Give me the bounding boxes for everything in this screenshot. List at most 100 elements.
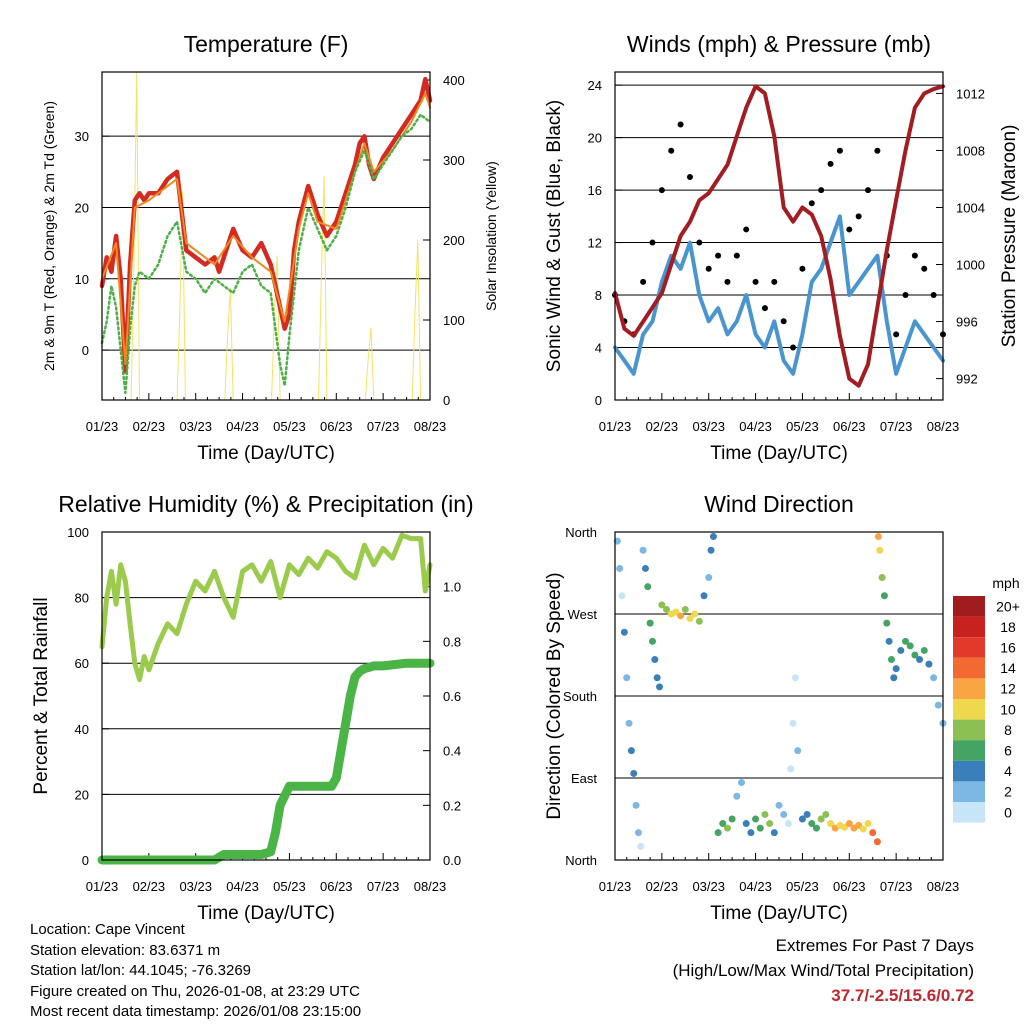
temperature-ytick-label: 10 <box>75 272 89 287</box>
winds-gust-point <box>818 187 825 194</box>
temperature-solar-insolation-line <box>101 71 431 401</box>
temperature-ytick-right-label: 0 <box>443 393 450 408</box>
humidity-ytick-right-label: 0.6 <box>443 689 461 704</box>
wind-direction-point <box>641 564 649 572</box>
winds-panel: Winds (mph) & Pressure (mb) Time (Day/UTC… <box>544 31 1020 464</box>
winds-ytick-right-label: 1004 <box>956 200 985 215</box>
wind_direction-frame <box>614 531 944 861</box>
wind-direction-point <box>623 674 631 682</box>
temperature-xtick-label: 08/23 <box>414 419 447 434</box>
legend-label: 20+ <box>996 598 1020 614</box>
wind-direction-point <box>658 601 666 609</box>
winds-gust-point <box>902 292 909 299</box>
humidity-ytick-right-label: 1.0 <box>443 580 461 595</box>
wind-direction-point <box>761 810 769 818</box>
temperature-ytick-right-label: 100 <box>443 313 465 328</box>
winds-gust-point <box>865 187 872 194</box>
winds-gust-point <box>799 265 806 272</box>
temperature-xlabel: Time (Day/UTC) <box>197 443 335 464</box>
wind-direction-point <box>789 719 797 727</box>
wind_direction-xtick-label: 05/23 <box>786 879 819 894</box>
legend-swatch <box>953 699 985 720</box>
winds-ytick-label: 20 <box>588 131 602 146</box>
wind-direction-point <box>812 824 820 832</box>
wind-direction-point <box>890 674 898 682</box>
winds-gust-point <box>752 278 759 285</box>
temperature-2m-t-line <box>99 76 433 374</box>
wind-direction-point <box>723 824 731 832</box>
extremes-box: Extremes For Past 7 Days (High/Low/Max W… <box>673 933 974 1008</box>
wind-direction-point <box>892 665 900 673</box>
wind-direction-point <box>845 820 853 828</box>
temperature-xtick-label: 04/23 <box>226 419 259 434</box>
station-info: Location: Cape Vincent Station elevation… <box>30 920 361 1023</box>
wind-direction-point <box>677 612 685 620</box>
temperature-ylabel-right: Solar Insolation (Yellow) <box>483 161 499 311</box>
winds-sonic-wind-line <box>613 214 945 376</box>
winds-ytick-label: 8 <box>595 288 602 303</box>
winds-gust-point <box>930 292 937 299</box>
winds-gust-point <box>733 252 740 259</box>
humidity-xtick-label: 04/23 <box>226 879 259 894</box>
wind_direction-ytick-label: North <box>565 525 597 540</box>
wind-direction-point <box>916 656 924 664</box>
winds-ytick-right-label: 1000 <box>956 258 985 273</box>
winds-ylabel-right: Station Pressure (Maroon) <box>999 125 1020 348</box>
wind-direction-point <box>784 820 792 828</box>
winds-gust-point <box>658 187 665 194</box>
wind-direction-point <box>686 615 694 623</box>
legend-swatch <box>953 740 985 761</box>
winds-gust-point <box>743 226 750 233</box>
wind_direction-ytick-label: West <box>568 607 598 622</box>
humidity-xtick-label: 07/23 <box>367 879 400 894</box>
wind-direction-point <box>864 820 872 828</box>
wind-direction-point <box>651 656 659 664</box>
humidity-panel: Relative Humidity (%) & Precipitation (i… <box>31 491 474 924</box>
wind-direction-point <box>770 829 778 837</box>
wind-direction-point <box>808 820 816 828</box>
winds-ytick-label: 0 <box>595 393 602 408</box>
legend-title: mph <box>992 575 1019 591</box>
winds-ytick-label: 16 <box>588 183 602 198</box>
humidity-xtick-label: 01/23 <box>86 879 119 894</box>
wind_direction-xtick-label: 06/23 <box>833 879 866 894</box>
humidity-frame <box>101 531 431 861</box>
wind_direction-xtick-label: 01/23 <box>599 879 632 894</box>
elevation-text: Station elevation: 83.6371 m <box>30 941 221 959</box>
winds-ytick-label: 12 <box>588 236 602 251</box>
winds-gust-point <box>724 278 731 285</box>
humidity-ytick-label: 0 <box>82 853 89 868</box>
wind-direction-point <box>925 660 933 668</box>
temperature-9m-t-line <box>101 92 431 366</box>
wind-direction-point <box>873 838 881 846</box>
wind-direction-point <box>869 829 877 837</box>
wind_direction-xtick-label: 03/23 <box>692 879 725 894</box>
temperature-2m-td-line <box>100 113 432 395</box>
legend-swatch <box>953 596 985 617</box>
wind-direction-point <box>798 815 806 823</box>
wind_direction-xtick-label: 08/23 <box>927 879 960 894</box>
winds-station-pressure-line <box>613 84 945 388</box>
temperature-ytick-right-label: 300 <box>443 153 465 168</box>
humidity-xtick-label: 08/23 <box>414 879 447 894</box>
winds-gust-point <box>761 305 768 312</box>
winds-gust-point <box>705 265 712 272</box>
wind-direction-point <box>681 605 689 613</box>
legend-label: 10 <box>1000 701 1016 717</box>
winds-gust-point <box>893 331 900 338</box>
winds-xlabel: Time (Day/UTC) <box>710 443 848 464</box>
humidity-ytick-label: 20 <box>75 787 89 802</box>
winds-ytick-right-label: 996 <box>956 315 978 330</box>
wind-direction-point <box>616 564 624 572</box>
humidity-xtick-label: 02/23 <box>133 879 166 894</box>
winds-xtick-label: 04/23 <box>739 419 772 434</box>
humidity-ytick-label: 100 <box>67 525 89 540</box>
wind-direction-point <box>775 801 783 809</box>
wind-direction-point <box>728 815 736 823</box>
temperature-ytick-label: 0 <box>82 343 89 358</box>
wind-direction-point <box>653 674 661 682</box>
temperature-xtick-label: 01/23 <box>86 419 119 434</box>
winds-gust-point <box>836 147 843 154</box>
legend-swatch <box>953 678 985 699</box>
legend-swatch <box>953 719 985 741</box>
